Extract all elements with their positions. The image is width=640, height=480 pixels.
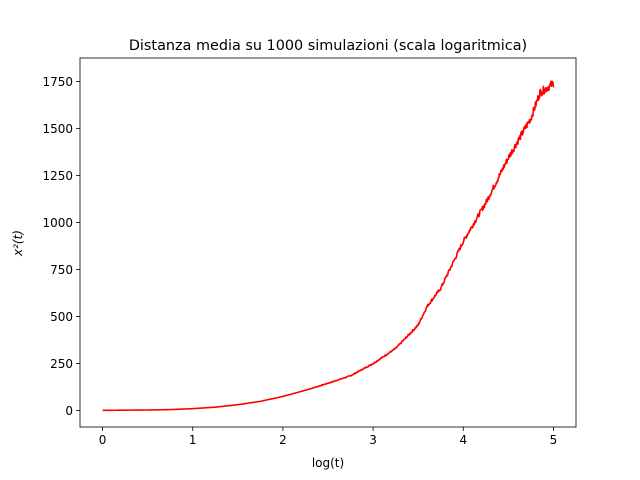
y-tick-label: 1000 [42, 216, 73, 230]
series-line [102, 80, 555, 412]
y-tick-label: 500 [50, 310, 73, 324]
x-tick-label: 2 [279, 433, 287, 447]
y-tick-label: 1250 [42, 169, 73, 183]
x-tick-label: 3 [369, 433, 377, 447]
y-tick-label: 750 [50, 263, 73, 277]
y-tick-label: 1500 [42, 122, 73, 136]
y-tick-label: 250 [50, 357, 73, 371]
plot-area [102, 80, 555, 412]
x-axis: 0 1 2 3 4 5 [99, 427, 558, 447]
y-axis-label: x²(t) [11, 230, 25, 257]
x-tick-label: 5 [550, 433, 558, 447]
y-tick-label: 1750 [42, 75, 73, 89]
x-tick-label: 0 [99, 433, 107, 447]
axes-frame [79, 57, 577, 428]
chart-title: Distanza media su 1000 simulazioni (scal… [129, 38, 527, 54]
y-tick-label: 0 [65, 404, 73, 418]
x-tick-label: 4 [459, 433, 467, 447]
y-axis: 0 250 500 750 1000 1250 1500 1750 [42, 75, 80, 418]
x-axis-label: log(t) [312, 456, 344, 470]
x-tick-label: 1 [189, 433, 197, 447]
